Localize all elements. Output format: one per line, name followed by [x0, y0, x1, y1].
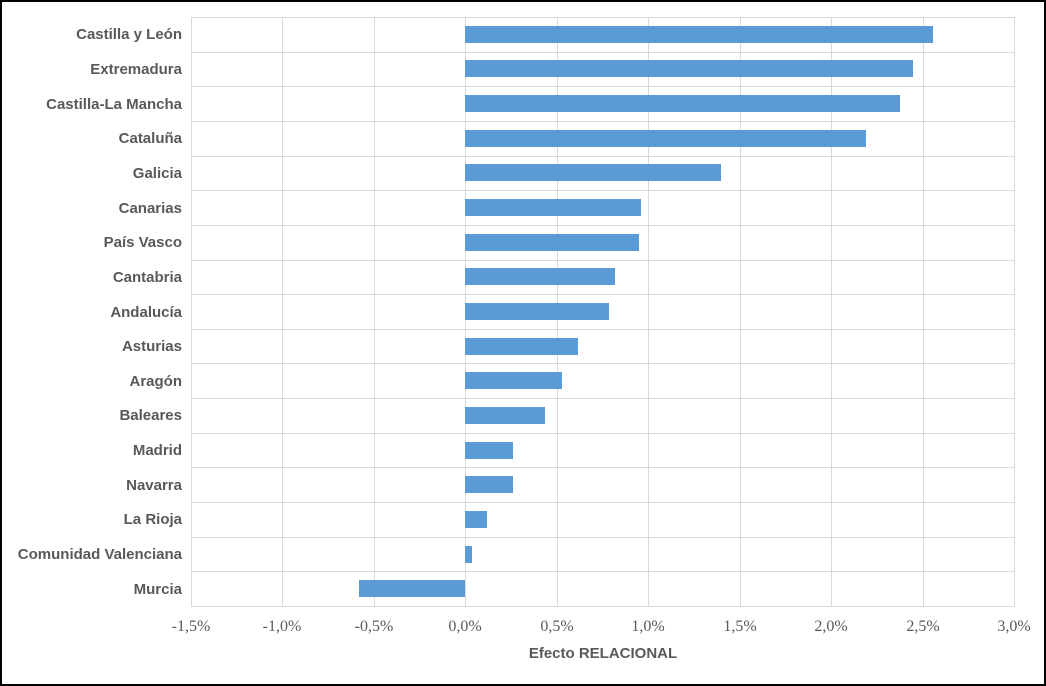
- horizontal-gridline: [191, 363, 1014, 364]
- horizontal-gridline: [191, 17, 1014, 18]
- bar-extremadura: [465, 60, 913, 77]
- category-label: La Rioja: [123, 511, 182, 528]
- vertical-gridline: [740, 17, 741, 606]
- x-tick-label: 1,5%: [723, 618, 757, 635]
- horizontal-gridline: [191, 294, 1014, 295]
- category-label: Comunidad Valenciana: [17, 546, 182, 563]
- x-tick-label: -0,5%: [354, 618, 394, 635]
- bar-cantabria: [465, 268, 615, 285]
- bar-murcia: [359, 580, 465, 597]
- horizontal-gridline: [191, 398, 1014, 399]
- horizontal-gridline: [191, 260, 1014, 261]
- x-tick-label: -1,0%: [262, 618, 302, 635]
- category-label: Asturias: [121, 338, 182, 355]
- x-tick-label: 1,0%: [631, 618, 665, 635]
- category-label: Cataluña: [118, 130, 182, 147]
- category-label: Madrid: [132, 442, 182, 459]
- category-label: Castilla y León: [76, 26, 182, 43]
- bar-galicia: [465, 164, 721, 181]
- x-tick-label: 0,5%: [540, 618, 574, 635]
- bar-arag-n: [465, 372, 562, 389]
- bar-navarra: [465, 476, 513, 493]
- vertical-gridline: [923, 17, 924, 606]
- horizontal-gridline: [191, 606, 1014, 607]
- vertical-gridline: [282, 17, 283, 606]
- vertical-gridline: [1014, 17, 1015, 606]
- category-label: Cantabria: [112, 269, 182, 286]
- x-tick-label: 2,5%: [906, 618, 940, 635]
- horizontal-gridline: [191, 537, 1014, 538]
- x-tick-label: 0,0%: [448, 618, 482, 635]
- vertical-gridline: [191, 17, 192, 606]
- bar-catalu-a: [465, 130, 866, 147]
- bar-asturias: [465, 338, 578, 355]
- bar-baleares: [465, 407, 545, 424]
- horizontal-gridline: [191, 571, 1014, 572]
- x-tick-label: -1,5%: [171, 618, 211, 635]
- horizontal-gridline: [191, 433, 1014, 434]
- bar-canarias: [465, 199, 641, 216]
- horizontal-gridline: [191, 502, 1014, 503]
- bar-madrid: [465, 442, 513, 459]
- horizontal-gridline: [191, 121, 1014, 122]
- bar-pa-s-vasco: [465, 234, 639, 251]
- category-label: Navarra: [126, 477, 182, 494]
- bar-castilla-y-le-n: [465, 26, 933, 43]
- x-tick-label: 3,0%: [997, 618, 1031, 635]
- bar-andaluc-a: [465, 303, 609, 320]
- horizontal-gridline: [191, 467, 1014, 468]
- category-label: Baleares: [119, 407, 182, 424]
- horizontal-gridline: [191, 190, 1014, 191]
- bar-la-rioja: [465, 511, 487, 528]
- category-label: País Vasco: [103, 234, 182, 251]
- category-label: Murcia: [133, 581, 182, 598]
- x-tick-label: 2,0%: [814, 618, 848, 635]
- horizontal-gridline: [191, 225, 1014, 226]
- bar-comunidad-valenciana: [465, 546, 472, 563]
- horizontal-gridline: [191, 86, 1014, 87]
- x-axis-title: Efecto RELACIONAL: [528, 645, 678, 662]
- category-label: Andalucía: [110, 304, 182, 321]
- category-label: Aragón: [129, 373, 183, 390]
- horizontal-gridline: [191, 156, 1014, 157]
- bar-castilla-la-mancha: [465, 95, 900, 112]
- vertical-gridline: [374, 17, 375, 606]
- category-label: Castilla-La Mancha: [46, 96, 182, 113]
- category-label: Galicia: [132, 165, 182, 182]
- category-label: Extremadura: [90, 61, 182, 78]
- category-label: Canarias: [118, 200, 182, 217]
- plot-area: [191, 17, 1015, 607]
- vertical-gridline: [831, 17, 832, 606]
- horizontal-gridline: [191, 52, 1014, 53]
- vertical-gridline: [648, 17, 649, 606]
- horizontal-gridline: [191, 329, 1014, 330]
